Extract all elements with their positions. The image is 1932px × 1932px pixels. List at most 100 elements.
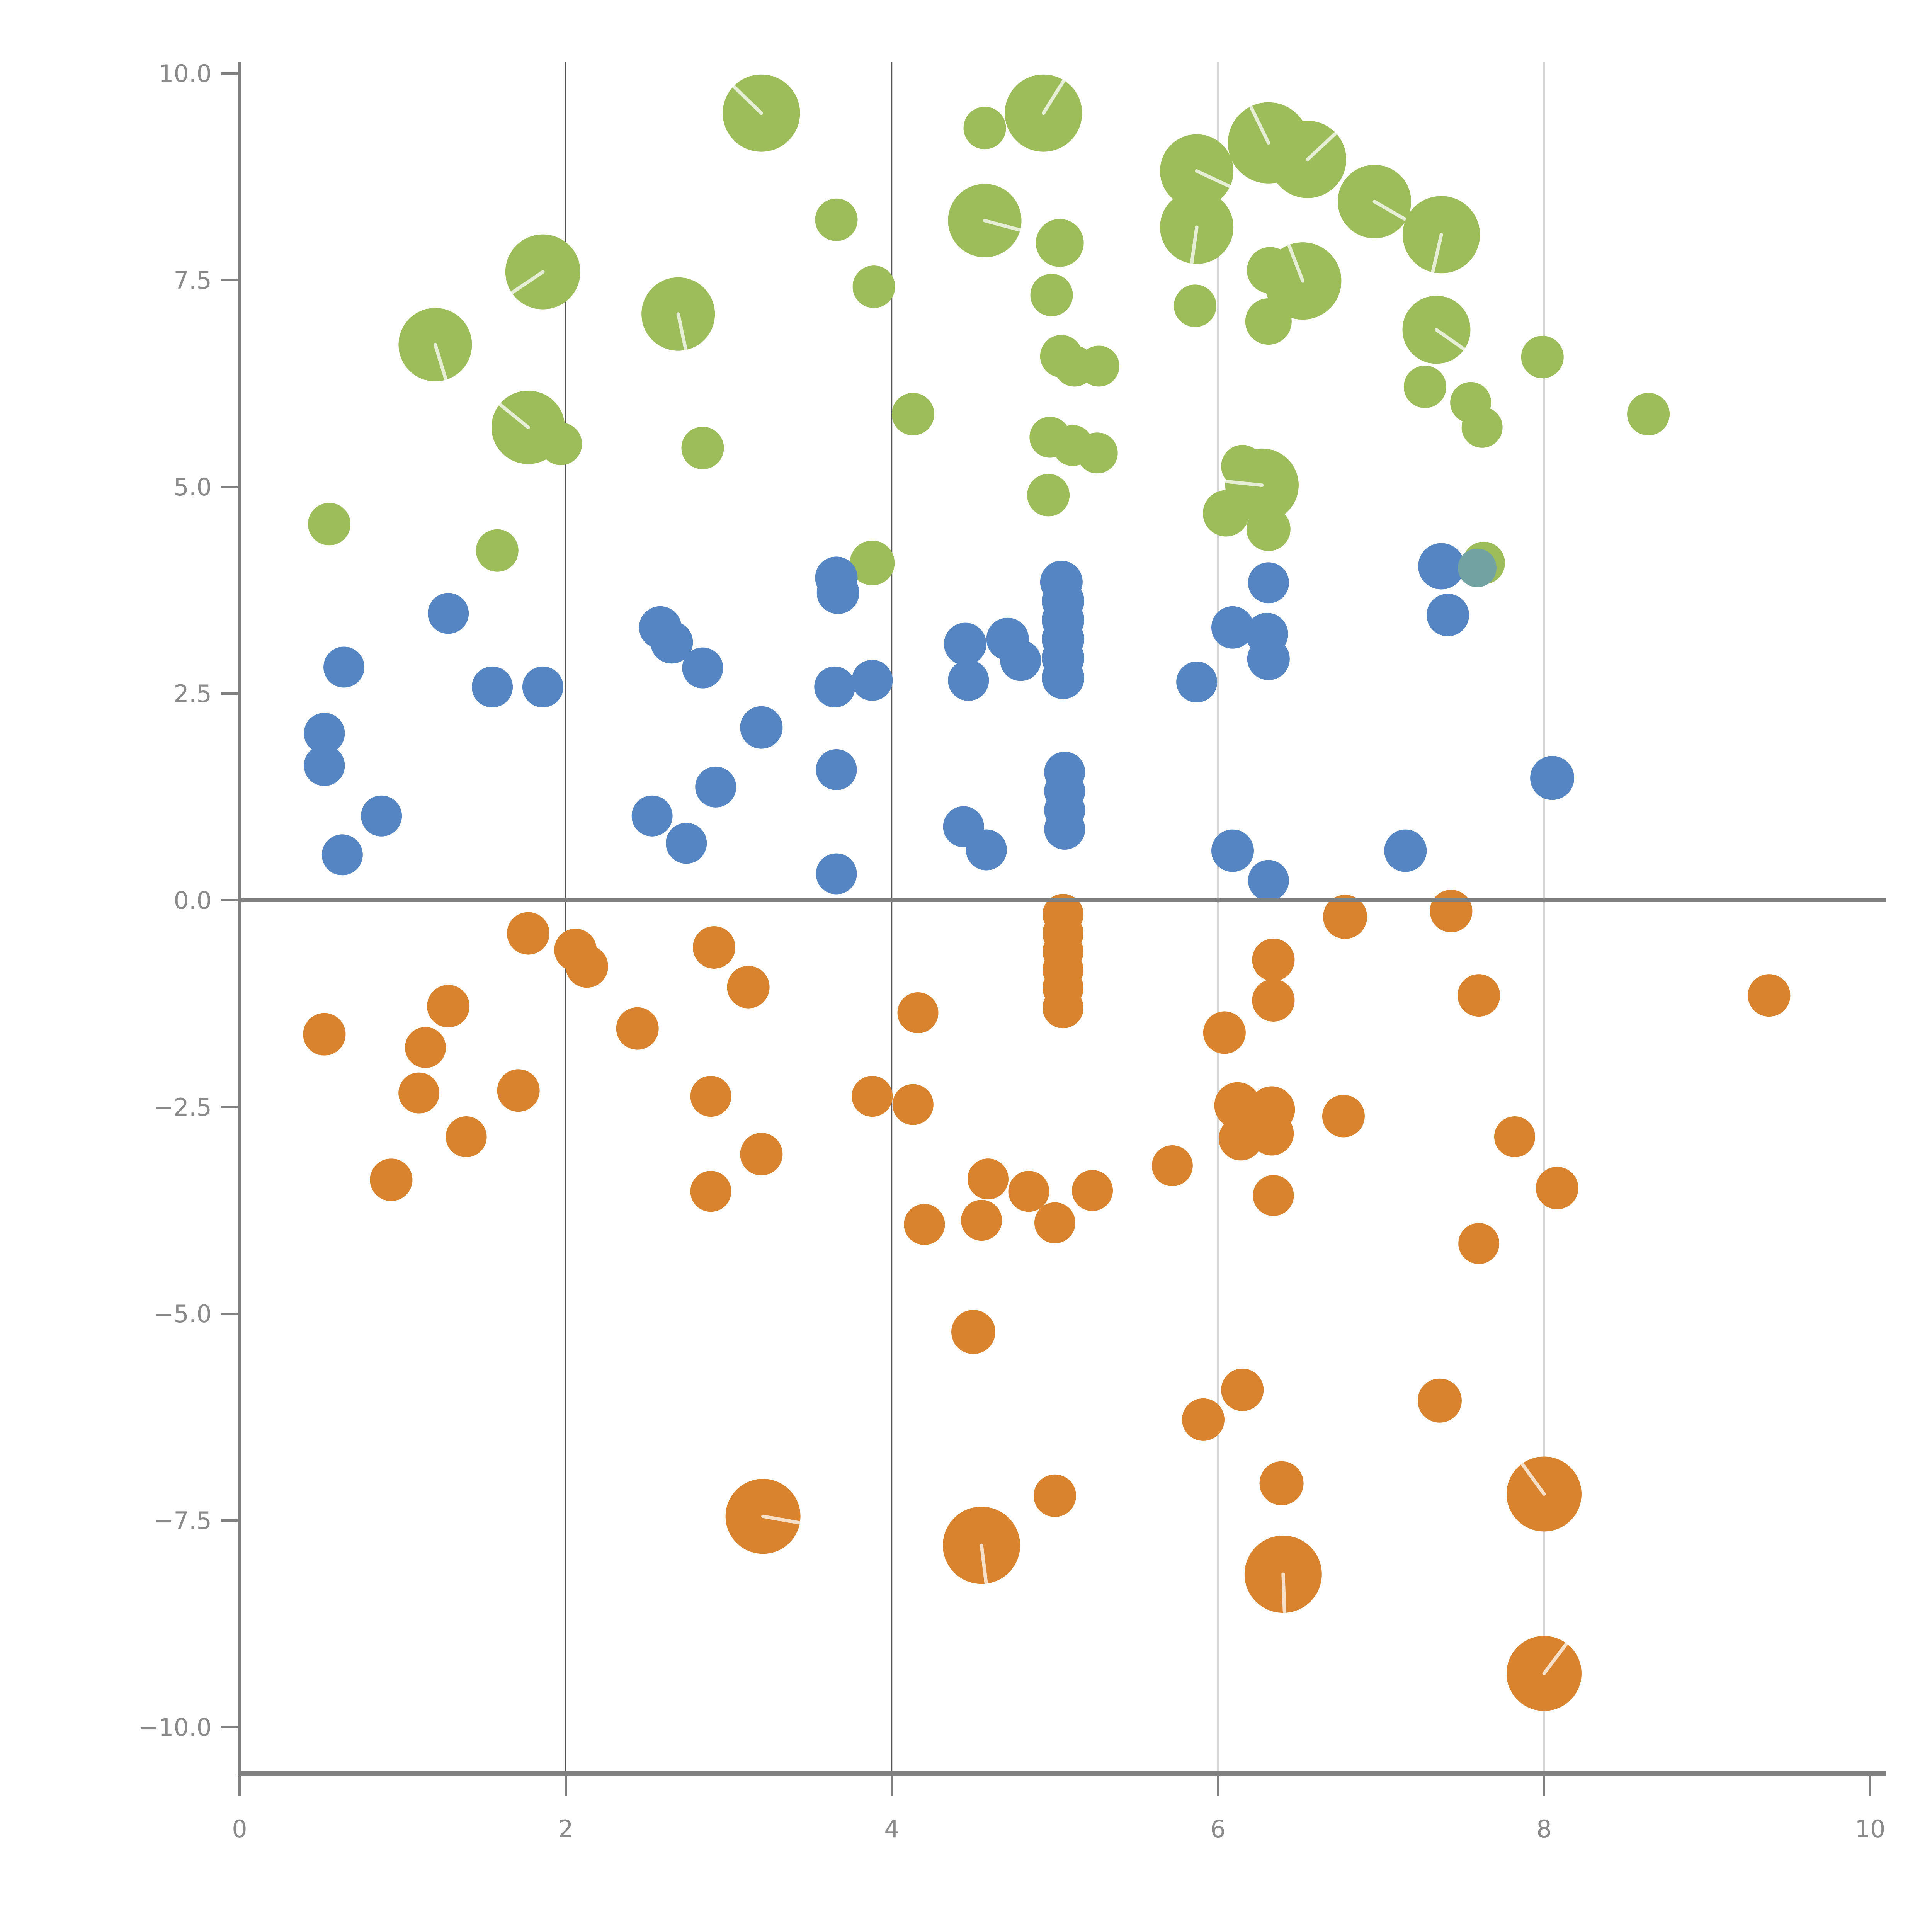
axes-layer — [238, 62, 1886, 1776]
data-point-teal-overlap — [1458, 548, 1497, 587]
data-point-orange — [1748, 974, 1791, 1017]
data-point-orange — [1259, 1461, 1304, 1505]
data-point-green — [476, 529, 519, 572]
y-tick-label: −10.0 — [138, 1713, 212, 1742]
data-point-blue — [650, 621, 693, 664]
data-point-orange — [616, 1007, 659, 1050]
data-point-blue — [1211, 829, 1254, 872]
data-point-orange — [303, 1013, 346, 1056]
data-point-green — [539, 422, 582, 465]
data-point-blue — [1176, 662, 1218, 703]
data-point-orange — [693, 926, 736, 969]
data-point-blue — [1530, 756, 1575, 800]
data-point-orange — [1253, 1175, 1294, 1216]
marker-seam-line — [433, 343, 447, 381]
data-point-orange — [1250, 1111, 1294, 1156]
y-tick-label: 5.0 — [173, 473, 212, 501]
y-tick-label: 7.5 — [173, 266, 212, 294]
data-point-orange — [1203, 1011, 1246, 1054]
y-tick-label: −2.5 — [153, 1093, 212, 1121]
data-point-blue — [666, 823, 707, 864]
data-point-orange — [727, 966, 770, 1009]
data-point-blue — [323, 646, 365, 688]
data-point-blue — [948, 660, 989, 701]
data-point-blue — [1042, 656, 1085, 699]
data-point-blue — [304, 745, 345, 786]
data-point-blue — [1000, 640, 1041, 681]
data-point-orange — [1430, 889, 1473, 932]
data-point-green — [1027, 474, 1070, 517]
marker-seam-line — [761, 1514, 801, 1525]
data-point-orange — [507, 912, 549, 955]
data-point-blue — [1248, 860, 1289, 901]
data-point-blue — [631, 795, 673, 837]
data-point-green — [308, 503, 351, 546]
data-point-orange — [1008, 1171, 1049, 1212]
data-point-blue — [816, 571, 859, 614]
data-point-orange — [852, 1076, 893, 1117]
data-point-orange — [370, 1158, 413, 1201]
data-point-blue — [695, 766, 736, 808]
data-point-green — [891, 393, 934, 435]
marker-seam-line — [1521, 1463, 1546, 1496]
data-point-orange — [1536, 1167, 1578, 1209]
marker-seam-line — [676, 312, 687, 351]
data-point-orange — [405, 1027, 446, 1068]
data-point-orange — [446, 1116, 487, 1158]
data-point-blue — [472, 666, 513, 707]
data-point-orange — [1458, 1223, 1500, 1264]
data-point-orange — [1323, 895, 1367, 939]
data-point-blue — [522, 666, 563, 707]
data-point-orange — [1252, 979, 1295, 1022]
y-tick-label: 0.0 — [173, 886, 212, 915]
data-point-blue — [1248, 562, 1289, 604]
data-point-blue — [304, 713, 345, 754]
y-tick-label: −5.0 — [153, 1300, 212, 1328]
tick-labels-layer: 10.0 7.5 5.0 2.5 0.0 −2.5 −5.0 −7.5 −10.0 0 2 4 6 8 10 — [138, 60, 1885, 1843]
data-point-green — [815, 198, 858, 241]
data-point-orange — [398, 1072, 440, 1114]
data-point-orange — [1034, 1202, 1075, 1243]
data-point-green — [1077, 432, 1118, 474]
x-tick-label: 2 — [558, 1815, 573, 1843]
data-point-orange — [1182, 1398, 1225, 1441]
data-point-orange — [1043, 987, 1084, 1029]
data-point-orange — [690, 1076, 731, 1117]
data-point-blue — [1418, 543, 1465, 590]
data-point-orange — [1322, 1095, 1365, 1138]
data-points-layer — [303, 74, 1791, 1711]
data-point-blue — [1211, 606, 1254, 649]
marker-seam-line — [733, 85, 763, 115]
marker-seam-line — [1306, 132, 1337, 162]
marker-seam-line — [1372, 200, 1407, 221]
marker-seam-line — [983, 219, 1021, 232]
data-point-orange — [427, 985, 470, 1027]
data-point-green — [850, 540, 895, 585]
data-point-green — [1627, 393, 1670, 435]
y-tick-label: −7.5 — [153, 1507, 212, 1535]
data-point-orange — [1034, 1474, 1076, 1517]
y-tick-label: 2.5 — [173, 680, 212, 708]
marker-seam-line — [1190, 225, 1199, 264]
marker-seam-line — [980, 1543, 988, 1584]
data-point-blue — [852, 660, 893, 701]
series-orange — [303, 889, 1791, 1711]
marker-seam-line — [1287, 244, 1304, 283]
data-point-blue — [361, 795, 402, 837]
data-point-orange — [904, 1204, 945, 1245]
data-point-orange — [967, 1158, 1009, 1200]
marker-seam-line — [511, 270, 545, 294]
data-point-green — [852, 265, 895, 308]
series-teal-overlap — [1458, 548, 1497, 587]
data-point-blue — [1384, 829, 1427, 872]
y-tick-label: 10.0 — [158, 60, 212, 88]
x-tick-label: 8 — [1536, 1815, 1551, 1843]
data-point-green — [1403, 366, 1446, 408]
data-point-orange — [690, 1171, 731, 1212]
data-point-blue — [1044, 808, 1085, 850]
data-point-green — [963, 107, 1006, 150]
data-point-blue — [682, 647, 723, 689]
data-point-orange — [892, 1084, 934, 1125]
data-point-blue — [944, 622, 986, 665]
